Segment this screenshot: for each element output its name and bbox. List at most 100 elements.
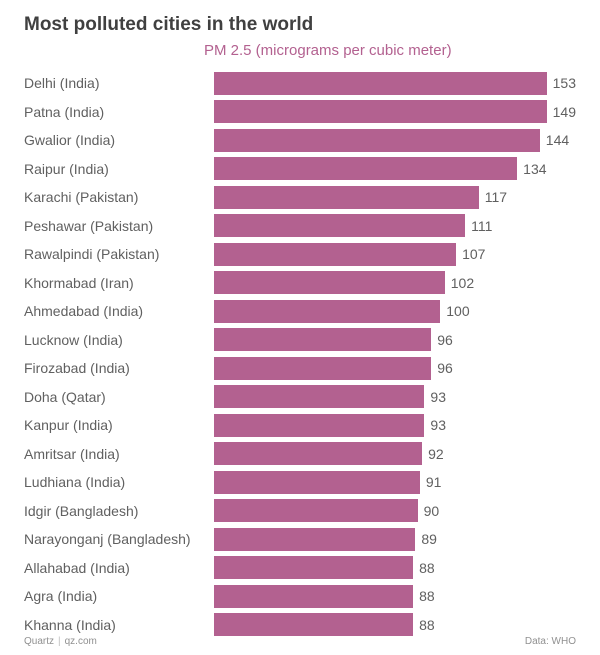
footer-data-credit: Data: WHO [525, 636, 576, 647]
chart-row: Firozabad (India)96 [24, 354, 576, 383]
row-track: 102 [214, 269, 576, 298]
row-track: 90 [214, 497, 576, 526]
row-label: Ahmedabad (India) [24, 303, 214, 319]
chart-row: Gwalior (India) 144 [24, 126, 576, 155]
row-value: 149 [547, 104, 576, 120]
chart-row: Narayonganj (Bangladesh) 89 [24, 525, 576, 554]
chart-row: Delhi (India) 153 [24, 69, 576, 98]
footer-site: qz.com [65, 636, 97, 647]
row-track: 149 [214, 98, 576, 127]
row-label: Delhi (India) [24, 75, 214, 91]
row-label: Patna (India) [24, 104, 214, 120]
row-value: 102 [445, 275, 474, 291]
row-bar [214, 442, 422, 465]
row-value: 144 [540, 132, 569, 148]
chart-row: Patna (India) 149 [24, 98, 576, 127]
row-track: 89 [214, 525, 576, 554]
chart-row: Raipur (India) 134 [24, 155, 576, 184]
row-value: 93 [424, 417, 446, 433]
row-track: 93 [214, 383, 576, 412]
row-label: Narayonganj (Bangladesh) [24, 531, 214, 547]
row-track: 107 [214, 240, 576, 269]
chart-row: Doha (Qatar) 93 [24, 383, 576, 412]
chart-row: Lucknow (India)96 [24, 326, 576, 355]
row-label: Kanpur (India) [24, 417, 214, 433]
row-label: Raipur (India) [24, 161, 214, 177]
row-value: 91 [420, 474, 442, 490]
row-bar [214, 271, 445, 294]
footer-brand: Quartz [24, 636, 54, 647]
row-bar [214, 214, 465, 237]
chart-title: Most polluted cities in the world [24, 14, 576, 36]
row-bar [214, 613, 413, 636]
row-value: 88 [413, 588, 435, 604]
row-value: 111 [465, 218, 492, 234]
chart-footer: Quartz|qz.com Data: WHO [24, 636, 576, 647]
row-value: 96 [431, 360, 453, 376]
chart-rows: Delhi (India) 153 Patna (India) 149 Gwalior … [24, 69, 576, 639]
row-label: Gwalior (India) [24, 132, 214, 148]
chart-row: Karachi (Pakistan) 117 [24, 183, 576, 212]
row-label: Allahabad (India) [24, 560, 214, 576]
row-label: Ludhiana (India) [24, 474, 214, 490]
chart-row: Ahmedabad (India) 100 [24, 297, 576, 326]
row-bar [214, 471, 420, 494]
row-track: 153 [214, 69, 576, 98]
row-bar [214, 556, 413, 579]
chart-row: Kanpur (India) 93 [24, 411, 576, 440]
row-track: 144 [214, 126, 576, 155]
row-bar [214, 100, 547, 123]
row-bar [214, 300, 440, 323]
row-track: 100 [214, 297, 576, 326]
row-value: 88 [413, 560, 435, 576]
row-label: Khanna (India) [24, 617, 214, 633]
chart-row: Khormabad (Iran) 102 [24, 269, 576, 298]
row-track: 91 [214, 468, 576, 497]
row-track: 111 [214, 212, 576, 241]
row-value: 89 [415, 531, 437, 547]
row-value: 93 [424, 389, 446, 405]
chart-row: Idgir (Bangladesh) 90 [24, 497, 576, 526]
chart-row: Ludhiana (India) 91 [24, 468, 576, 497]
row-bar [214, 499, 418, 522]
row-label: Idgir (Bangladesh) [24, 503, 214, 519]
row-label: Khormabad (Iran) [24, 275, 214, 291]
row-bar [214, 585, 413, 608]
row-bar [214, 385, 424, 408]
row-label: Peshawar (Pakistan) [24, 218, 214, 234]
row-value: 153 [547, 75, 576, 91]
chart-subtitle: PM 2.5 (micrograms per cubic meter) [204, 42, 576, 59]
row-bar [214, 528, 415, 551]
row-bar [214, 186, 479, 209]
chart-row: Khanna (India) 88 [24, 611, 576, 640]
row-bar [214, 414, 424, 437]
row-value: 134 [517, 161, 546, 177]
row-value: 100 [440, 303, 469, 319]
row-value: 90 [418, 503, 440, 519]
row-label: Amritsar (India) [24, 446, 214, 462]
row-label: Karachi (Pakistan) [24, 189, 214, 205]
row-track: 88 [214, 554, 576, 583]
row-value: 88 [413, 617, 435, 633]
row-bar [214, 243, 456, 266]
row-bar [214, 328, 431, 351]
row-track: 88 [214, 611, 576, 640]
chart-row: Amritsar (India) 92 [24, 440, 576, 469]
row-label: Doha (Qatar) [24, 389, 214, 405]
row-bar [214, 357, 431, 380]
row-track: 92 [214, 440, 576, 469]
chart-row: Agra (India) 88 [24, 582, 576, 611]
chart-row: Peshawar (Pakistan) 111 [24, 212, 576, 241]
row-bar [214, 72, 547, 95]
row-track: 117 [214, 183, 576, 212]
footer-source: Quartz|qz.com [24, 636, 97, 647]
row-label: Agra (India) [24, 588, 214, 604]
row-track: 96 [214, 326, 576, 355]
row-value: 96 [431, 332, 453, 348]
chart-row: Rawalpindi (Pakistan)107 [24, 240, 576, 269]
row-value: 117 [479, 189, 507, 205]
row-track: 88 [214, 582, 576, 611]
row-value: 92 [422, 446, 444, 462]
pollution-bar-chart: Most polluted cities in the world PM 2.5… [0, 0, 600, 655]
row-label: Rawalpindi (Pakistan) [24, 246, 214, 262]
